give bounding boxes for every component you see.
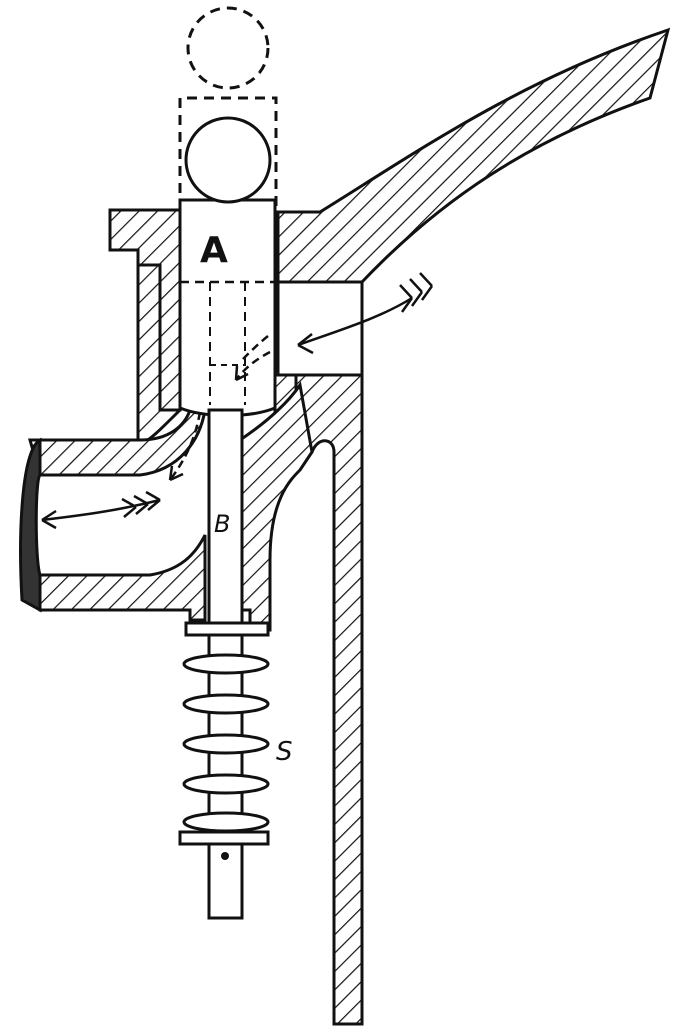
internal-flow-arrow <box>168 335 271 481</box>
label-spring-s: S <box>276 737 293 767</box>
label-stem-b: B <box>214 510 230 538</box>
ghost-cylinder <box>178 96 278 210</box>
internal-arrowheads <box>168 365 249 482</box>
outlet-lower-wall <box>38 534 207 622</box>
ghost-ball <box>186 6 270 90</box>
spring <box>178 621 270 846</box>
support-bar <box>294 282 364 1026</box>
ball <box>184 116 272 204</box>
outlet-arrow <box>41 490 161 530</box>
label-valve-a: A <box>200 230 228 271</box>
outlet-cap <box>19 437 42 613</box>
inlet-arrow <box>297 272 434 355</box>
curved-arm <box>260 27 671 284</box>
pin-hole <box>221 852 229 860</box>
inlet-port <box>276 280 364 377</box>
body-wall-lower-right <box>238 381 314 632</box>
